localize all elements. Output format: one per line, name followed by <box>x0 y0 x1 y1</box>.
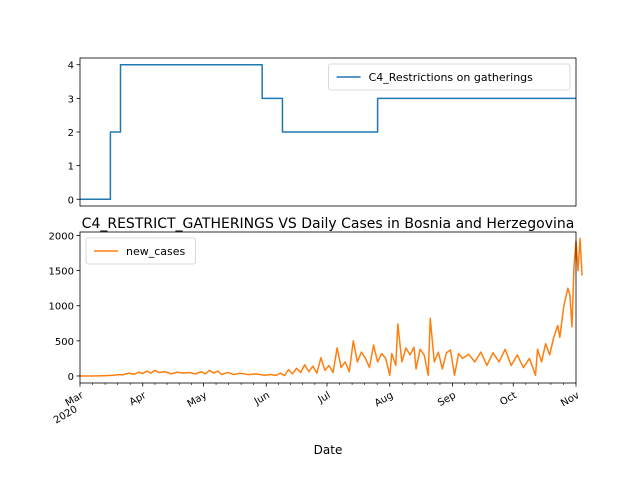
panel2-legend-label: new_cases <box>126 245 186 258</box>
panel1-series-line-0 <box>80 63 576 201</box>
panel2-y-tick-label-2: 1000 <box>49 302 74 313</box>
panel2-x-tick-sublabel-0: 2020 <box>52 404 80 426</box>
panel1-legend-box <box>328 63 571 91</box>
panel2-legend-box <box>85 237 196 265</box>
panel2-x-tick-label-3: Jun <box>252 390 272 408</box>
panel2-y-tick-label-0: 0 <box>68 372 74 383</box>
panel2-x-tick-label-5: Aug <box>373 390 395 409</box>
panel1-y-tick-label-2: 2 <box>68 128 74 139</box>
panel2-x-tick-label-2: May <box>186 390 209 410</box>
panel1-y-tick-label-4: 4 <box>68 61 74 72</box>
panel2-series-line-0 <box>80 237 583 377</box>
panel2-x-tick-label-6: Sep <box>436 390 458 409</box>
panel2-x-tick-label-4: Jul <box>316 390 333 406</box>
panel2-x-tick-label-8: Nov <box>559 390 581 409</box>
panel2-axes-frame <box>79 231 577 384</box>
panel2-y-tick-label-4: 2000 <box>49 232 74 243</box>
panel2-x-tick-label-1: Apr <box>128 390 149 409</box>
panel2-x-tick-label-7: Oct <box>498 390 519 408</box>
panel2-y-tick-label-1: 500 <box>55 337 74 348</box>
panel2-y-tick-label-3: 1500 <box>49 267 74 278</box>
panel1-y-tick-label-1: 1 <box>68 162 74 173</box>
panel1-y-tick-label-3: 3 <box>68 94 74 105</box>
panel1-y-tick-label-0: 0 <box>68 195 74 206</box>
panel1-legend-label: C4_Restrictions on gatherings <box>369 71 534 84</box>
panel2-x-axis-label: Date <box>314 443 343 457</box>
panel2-title: C4_RESTRICT_GATHERINGS VS Daily Cases in… <box>82 216 575 232</box>
